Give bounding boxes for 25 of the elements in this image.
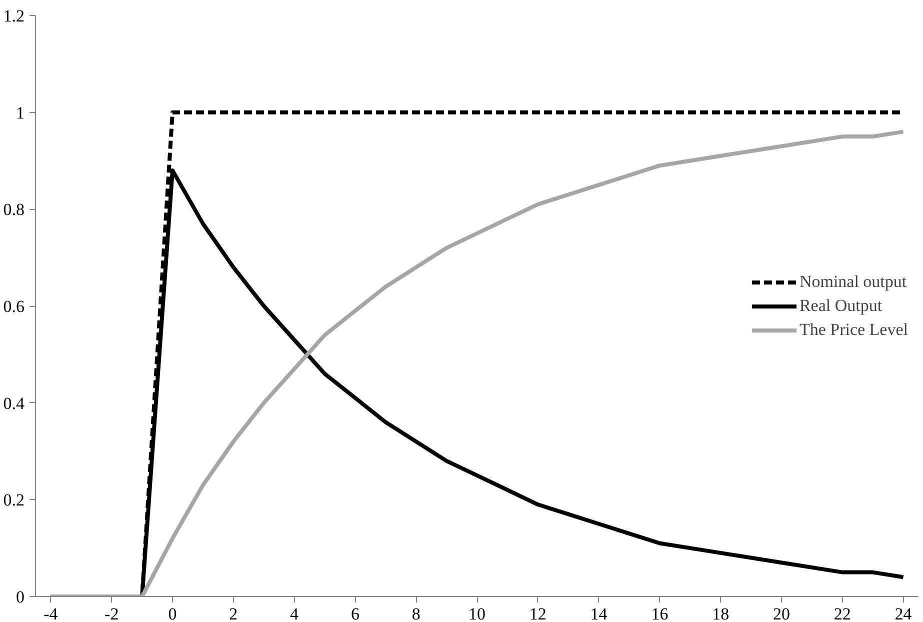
x-tick-label: 14 (590, 604, 608, 622)
y-tick-label: 1.2 (3, 6, 24, 26)
legend-label: Real Output (799, 296, 882, 316)
x-tick-label: 10 (468, 604, 486, 622)
x-tick-label: 22 (834, 604, 851, 622)
x-tick-label: 24 (894, 604, 912, 622)
x-tick-label: 2 (229, 604, 238, 622)
x-tick-label: 0 (168, 604, 177, 622)
x-tick-label: -4 (44, 604, 58, 622)
x-tick-label: 6 (350, 604, 360, 622)
legend-label: The Price Level (799, 320, 908, 340)
x-tick-label: 16 (651, 604, 668, 622)
x-tick-label: 4 (290, 604, 300, 622)
x-tick-label: 20 (772, 604, 790, 622)
y-tick-label: 0.6 (3, 297, 24, 316)
y-tick-label: 0 (16, 588, 24, 606)
legend-label: Nominal output (799, 272, 907, 292)
x-tick-label: 18 (712, 604, 730, 622)
x-tick-label: 8 (412, 604, 420, 622)
y-tick-label: 0.2 (3, 490, 24, 510)
x-tick-label: 12 (529, 604, 546, 622)
x-tick-label: -2 (104, 604, 119, 622)
y-tick-label: 0.4 (3, 394, 25, 413)
y-tick-label: 0.8 (3, 200, 24, 220)
y-tick-label: 1 (16, 103, 24, 122)
